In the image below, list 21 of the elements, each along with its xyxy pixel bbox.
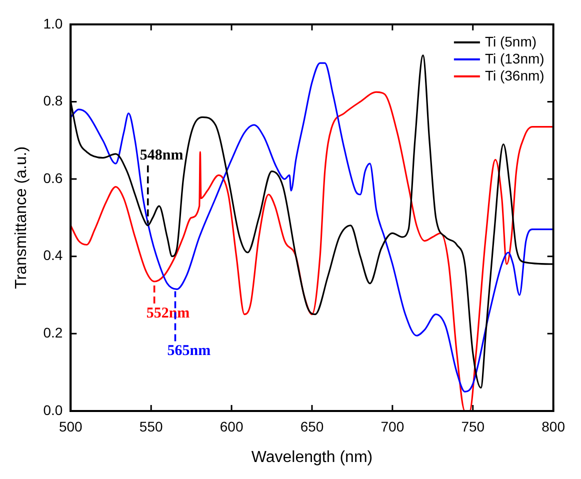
y-tick-label: 0.8 — [43, 92, 63, 109]
y-tick-label: 0.2 — [43, 324, 63, 341]
x-tick-label: 500 — [58, 418, 83, 434]
x-axis-title: Wavelength (nm) — [251, 448, 373, 466]
y-tick-label: 0.6 — [43, 170, 63, 186]
y-axis-title: Transmittance (a.u.) — [13, 146, 30, 289]
annotation: 552nm — [146, 305, 190, 322]
y-tick-label: 0.0 — [43, 402, 63, 418]
y-tick-label: 0.4 — [43, 247, 63, 264]
x-tick-label: 700 — [380, 418, 404, 434]
annotation: 548nm — [140, 147, 184, 164]
legend-label: Ti (36nm) — [484, 67, 544, 84]
x-tick-label: 800 — [542, 418, 566, 434]
legend-label: Ti (5nm) — [484, 33, 537, 50]
y-tick-label: 1.0 — [43, 15, 63, 32]
x-tick-label: 550 — [139, 418, 163, 434]
x-tick-label: 650 — [300, 418, 324, 434]
annotation: 565nm — [167, 343, 212, 360]
legend-label: Ti (13nm) — [484, 50, 544, 66]
x-tick-label: 600 — [220, 418, 244, 434]
x-tick-label: 750 — [461, 418, 485, 434]
